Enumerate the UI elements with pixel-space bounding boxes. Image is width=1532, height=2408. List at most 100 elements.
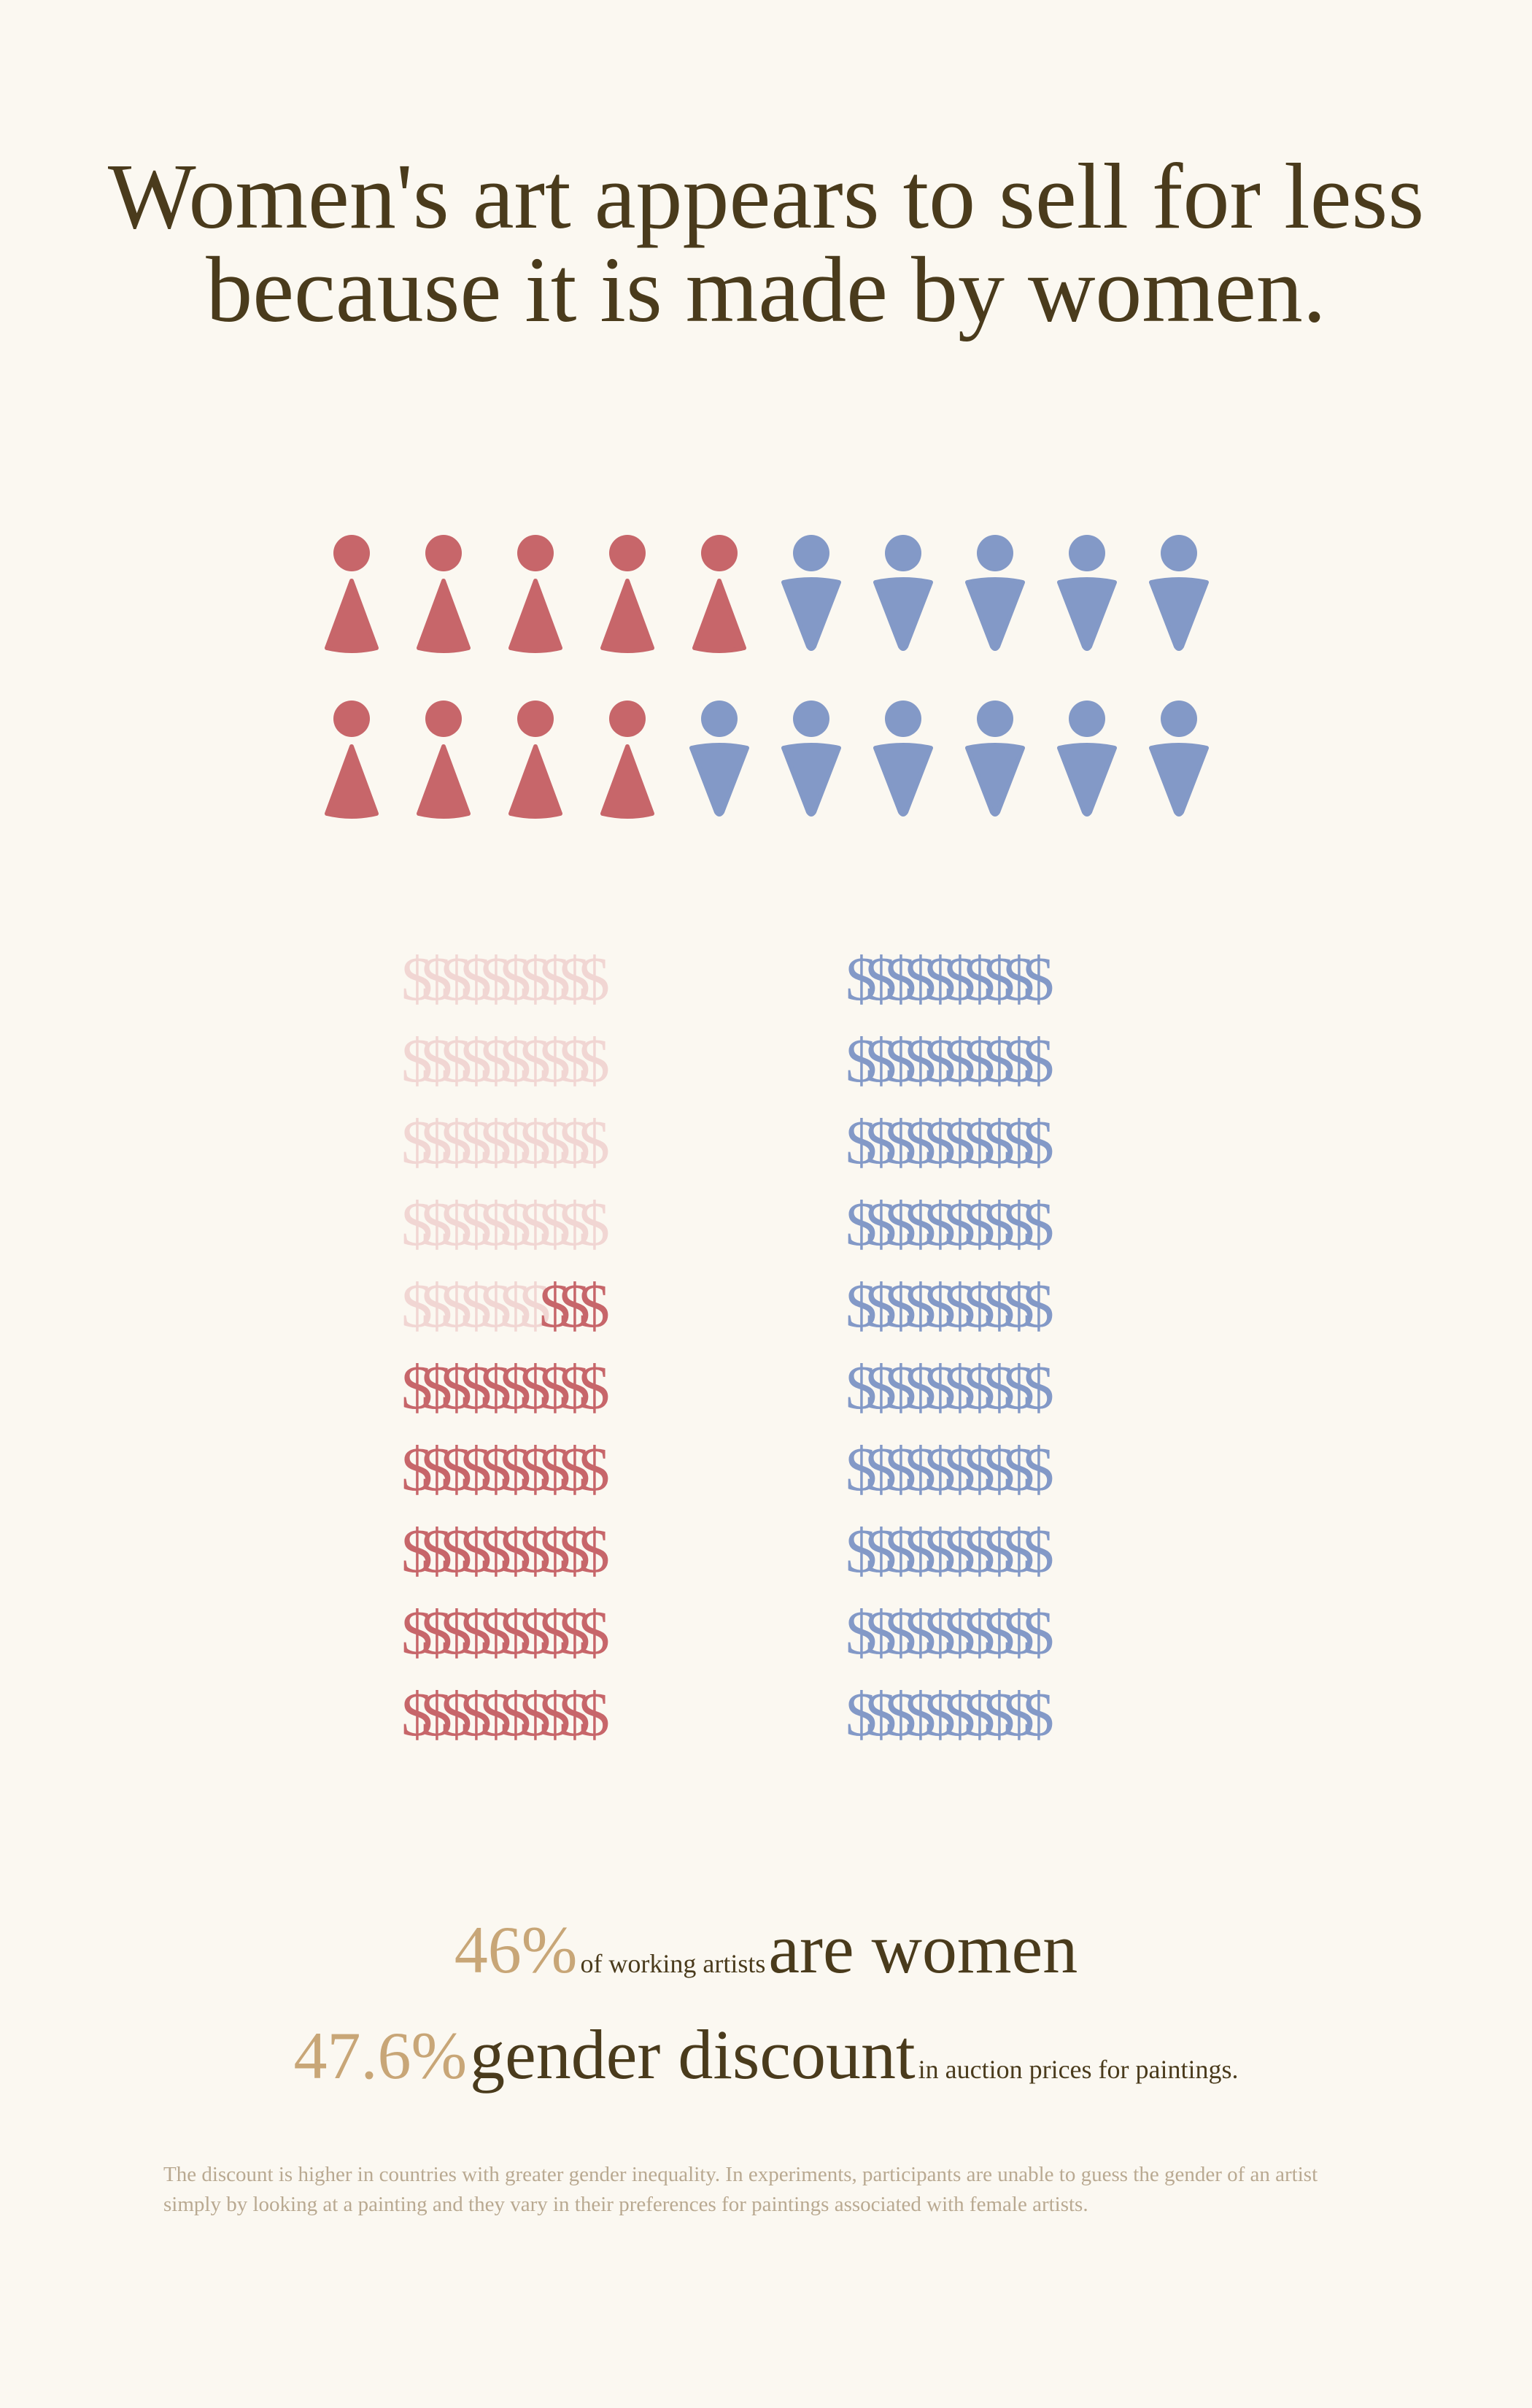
dollar-mark: $ xyxy=(519,1597,551,1667)
dollar-mark-faded: $ xyxy=(480,1107,511,1177)
dollar-mark: $ xyxy=(1003,1597,1034,1667)
dollar-mark: $ xyxy=(983,1434,1015,1504)
dollar-mark: $ xyxy=(865,1434,897,1504)
dollar-mark: $ xyxy=(401,1597,433,1667)
dollar-mark: $ xyxy=(885,1434,916,1504)
dollar-mark: $ xyxy=(460,1434,492,1504)
dollar-mark-faded: $ xyxy=(579,1189,610,1259)
dollar-mark-faded: $ xyxy=(401,1107,433,1177)
dollar-mark: $ xyxy=(480,1516,511,1586)
dollar-mark: $ xyxy=(500,1516,531,1586)
dollar-mark: $ xyxy=(944,1679,975,1749)
dollar-row: $$$$$$$$$$ xyxy=(401,1591,693,1673)
dollar-mark: $ xyxy=(421,1352,452,1422)
dollar-mark: $ xyxy=(983,1107,1015,1177)
dollar-mark: $ xyxy=(905,1597,936,1667)
dollar-mark: $ xyxy=(539,1597,570,1667)
dollar-mark: $ xyxy=(1003,1270,1034,1340)
dollar-mark-faded: $ xyxy=(559,1107,590,1177)
dollar-mark: $ xyxy=(441,1679,472,1749)
dollar-mark: $ xyxy=(421,1597,452,1667)
dollar-mark-faded: $ xyxy=(480,1270,511,1340)
dollar-mark: $ xyxy=(401,1516,433,1586)
dollar-mark: $ xyxy=(579,1516,610,1586)
dollar-mark: $ xyxy=(559,1679,590,1749)
dollar-row: $$$$$$$$$$ xyxy=(846,1510,1137,1591)
dollar-row: $$$$$$$$$$ xyxy=(846,1346,1137,1428)
dollar-mark: $ xyxy=(865,1107,897,1177)
woman-figure-icon xyxy=(508,535,562,653)
dollar-mark: $ xyxy=(885,1025,916,1095)
dollar-mark: $ xyxy=(885,1352,916,1422)
dollar-mark: $ xyxy=(539,1352,570,1422)
dollar-mark: $ xyxy=(924,1270,956,1340)
dollar-mark: $ xyxy=(944,1025,975,1095)
man-figure-icon xyxy=(873,535,933,651)
dollar-mark: $ xyxy=(905,943,936,1014)
dollar-mark: $ xyxy=(865,1270,897,1340)
dollar-mark: $ xyxy=(846,1025,877,1095)
dollar-row: $$$$$$$$$$ xyxy=(846,1265,1137,1346)
woman-figure-icon xyxy=(417,701,471,819)
dollar-mark: $ xyxy=(500,1597,531,1667)
woman-figure-icon xyxy=(600,535,654,653)
dollar-mark: $ xyxy=(401,1352,433,1422)
dollar-mark: $ xyxy=(500,1434,531,1504)
dollar-mark-faded: $ xyxy=(421,1270,452,1340)
woman-figure-icon xyxy=(417,535,471,653)
dollar-mark-faded: $ xyxy=(519,1025,551,1095)
dollar-mark: $ xyxy=(964,1679,995,1749)
dollar-mark: $ xyxy=(924,1352,956,1422)
dollar-mark: $ xyxy=(924,1679,956,1749)
dollar-mark-faded: $ xyxy=(500,943,531,1014)
dollar-mark: $ xyxy=(846,1597,877,1667)
dollar-mark-faded: $ xyxy=(401,1270,433,1340)
dollar-row: $$$$$$$$$$ xyxy=(401,938,693,1019)
dollar-mark: $ xyxy=(460,1516,492,1586)
dollar-mark-faded: $ xyxy=(421,1025,452,1095)
dollar-mark: $ xyxy=(1003,1434,1034,1504)
dollar-mark: $ xyxy=(579,1270,610,1340)
men-dollar-column: $$$$$$$$$$ $$$$$$$$$$ $$$$$$$$$$ $$$$$$$$$$… xyxy=(846,938,1137,1755)
women-dollar-column: $$$$$$$$$$ $$$$$$$$$$ $$$$$$$$$$ $$$$$$$$$$… xyxy=(401,938,693,1755)
dollar-mark-faded: $ xyxy=(559,1189,590,1259)
dollar-mark: $ xyxy=(539,1434,570,1504)
dollar-mark-faded: $ xyxy=(480,1189,511,1259)
dollar-mark-faded: $ xyxy=(460,1025,492,1095)
dollar-row: $$$$$$$$$$ xyxy=(846,1183,1137,1265)
man-figure-icon xyxy=(965,701,1025,817)
stat-big-text: gender discount xyxy=(470,2015,916,2094)
dollar-mark: $ xyxy=(480,1597,511,1667)
dollar-mark: $ xyxy=(559,1516,590,1586)
dollar-mark: $ xyxy=(865,1597,897,1667)
dollar-mark: $ xyxy=(924,1434,956,1504)
dollar-mark: $ xyxy=(1023,1434,1054,1504)
dollar-mark: $ xyxy=(865,1679,897,1749)
title-line-2: because it is made by women. xyxy=(206,238,1326,341)
stat-value-discount: 47.6% xyxy=(293,2018,468,2093)
dollar-mark: $ xyxy=(924,1516,956,1586)
dollar-mark: $ xyxy=(846,943,877,1014)
dollar-mark: $ xyxy=(1003,1025,1034,1095)
dollar-mark: $ xyxy=(1023,943,1054,1014)
dollar-mark-faded: $ xyxy=(539,1025,570,1095)
dollar-mark-faded: $ xyxy=(519,943,551,1014)
dollar-row: $$$$$$$$$$ xyxy=(401,1101,693,1183)
dollar-mark-faded: $ xyxy=(480,943,511,1014)
dollar-mark: $ xyxy=(885,1597,916,1667)
dollar-mark: $ xyxy=(539,1516,570,1586)
stat-small-text: of working artists xyxy=(580,1949,766,1978)
dollar-mark-faded: $ xyxy=(579,1025,610,1095)
dollar-mark-faded: $ xyxy=(500,1189,531,1259)
stat-gender-discount: 47.6% gender discount in auction prices … xyxy=(0,2014,1532,2095)
dollar-row: $$$$$$$$$$ xyxy=(401,1673,693,1755)
dollar-mark-faded: $ xyxy=(401,1025,433,1095)
dollar-mark-faded: $ xyxy=(441,1025,472,1095)
man-figure-icon xyxy=(1149,535,1209,651)
dollar-mark: $ xyxy=(865,1025,897,1095)
dollar-mark: $ xyxy=(905,1189,936,1259)
dollar-row: $$$$$$$$$$ xyxy=(846,1591,1137,1673)
woman-figure-icon xyxy=(325,701,379,819)
dollar-mark: $ xyxy=(924,1107,956,1177)
dollar-mark-faded: $ xyxy=(579,943,610,1014)
